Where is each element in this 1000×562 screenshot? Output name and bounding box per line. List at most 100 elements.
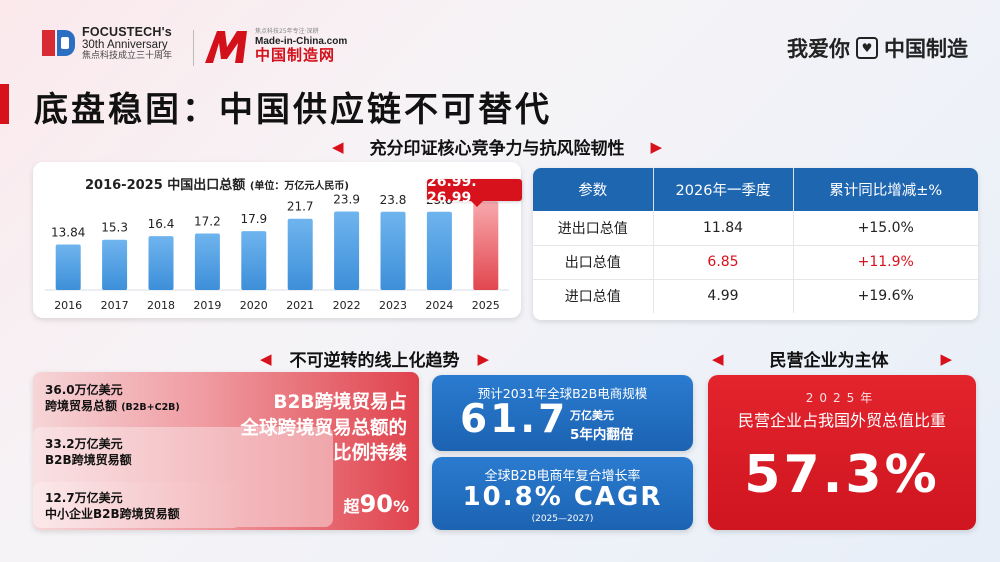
made-in-china-tagline: 焦点科技25年专注·深耕	[255, 27, 319, 35]
chart-bar-2019	[194, 233, 220, 290]
b2b-slogan-line3: 比例持续	[332, 443, 407, 465]
private-value: 57.3%	[744, 445, 940, 505]
chart-bar-2024	[426, 211, 452, 290]
chart-value-label-2021: 21.7	[287, 200, 314, 214]
table-cell-param: 出口总值	[533, 245, 654, 280]
chart-unit: (单位：万亿元人民币)	[249, 181, 349, 192]
table-cell-change: +19.6%	[857, 288, 914, 305]
table-cell-value: 4.99	[653, 279, 794, 313]
chart-tick-label-2020: 2020	[240, 299, 268, 312]
b2b-share-panel: 36.0万亿美元 跨境贸易总额 (B2B+C2B) 33.2万亿美元 B2B跨境…	[33, 372, 419, 530]
table-cell-param: 进口总值	[533, 279, 654, 313]
chart-bar-2020	[241, 231, 267, 290]
section-heading-top: ◀ 充分印证核心竞争力与抗风险韧性 ▶	[332, 134, 663, 160]
export-chart-card: 2016-2025 中国出口总额 (单位：万亿元人民币) 13.84 2016 15…	[33, 162, 521, 318]
chart-callout: 26.99. 26.99	[427, 174, 522, 207]
brand-slogan-right: 中国制造	[884, 37, 968, 61]
quarter-table: 参数 2026年一季度 累计同比增减±% 进出口总值 11.84 +15.0% …	[533, 168, 978, 313]
b2b-layer-sme	[33, 482, 241, 528]
triangle-left-icon: ◀	[712, 349, 724, 368]
private-share-card: 2025年 民营企业占我国外贸总值比重 57.3%	[708, 375, 976, 530]
chart-bar-2025	[473, 201, 499, 290]
chart-title-text: 2016-2025 中国出口总额	[85, 178, 246, 193]
focustech-anniversary: 30th Anniversary	[82, 39, 168, 52]
made-in-china-cn: 中国制造网	[255, 45, 336, 64]
forecast-label: 预计2031年全球B2B电商规模	[477, 386, 648, 401]
table-header-change: 累计同比增减±%	[793, 168, 978, 211]
triangle-right-icon: ▶	[650, 137, 663, 156]
title-accent-bar	[0, 84, 9, 124]
b2b-slogan-line1: B2B跨境贸易占	[273, 392, 407, 413]
brand-slogan: 我爱你 ♥ 中国制造	[787, 33, 968, 63]
made-in-china-mark-icon	[203, 27, 251, 65]
quarter-table-card: 参数 2026年一季度 累计同比增减±% 进出口总值 11.84 +15.0% …	[533, 168, 978, 320]
b2b-b2b-item: 33.2万亿美元 B2B跨境贸易额	[45, 436, 132, 468]
chart-tick-label-2022: 2022	[333, 299, 361, 312]
b2b-total-item: 36.0万亿美元 跨境贸易总额 (B2B+C2B)	[45, 382, 180, 415]
table-cell-value: 11.84	[653, 211, 794, 246]
chart-tick-label-2023: 2023	[379, 299, 407, 312]
chart-bar-2017	[102, 239, 128, 290]
chart-bar-2018	[148, 236, 174, 290]
chart-value-label-2023: 23.8	[380, 193, 407, 207]
chart-tick-label-2018: 2018	[147, 299, 175, 312]
chart-value-label-2020: 17.9	[240, 212, 267, 226]
b2b-sme-item: 12.7万亿美元 中小企业B2B跨境贸易额	[45, 490, 180, 522]
table-row: 进口总值 4.99 +19.6%	[533, 279, 978, 313]
triangle-left-icon: ◀	[332, 137, 344, 156]
forecast-value: 61.7	[460, 397, 569, 442]
cagr-range: (2025—2027)	[531, 514, 594, 524]
forecast-note: 5年内翻倍	[570, 427, 634, 443]
section-heading-top-text: 充分印证核心竞争力与抗风险韧性	[369, 139, 625, 159]
chart-bar-2023	[380, 211, 406, 290]
made-in-china-logo: 焦点科技25年专注·深耕 Made-in-China.com 中国制造网	[203, 27, 347, 65]
heart-icon: ♥	[856, 37, 878, 59]
b2b-total-label: 跨境贸易总额	[45, 399, 118, 414]
made-in-china-domain: Made-in-China.com	[255, 35, 348, 47]
forecast-card: 预计2031年全球B2B电商规模 61.7 万亿美元 5年内翻倍	[432, 375, 693, 451]
focustech-name: FOCUSTECH's	[82, 25, 172, 39]
chart-value-label-2018: 16.4	[148, 217, 175, 231]
focustech-logo: FOCUSTECH's 30th Anniversary 焦点科技成立三十周年	[42, 25, 172, 61]
brand-slogan-left: 我爱你	[787, 37, 850, 61]
focustech-mark-icon	[42, 26, 76, 60]
logo-divider	[193, 30, 194, 66]
chart-value-label-2016: 13.84	[51, 226, 85, 240]
table-cell-change: +15.0%	[793, 211, 978, 246]
b2b-percent-suffix: %	[392, 497, 409, 516]
b2b-b2b-label: B2B跨境贸易额	[45, 453, 132, 468]
section-heading-private-text: 民营企业为主体	[769, 351, 889, 371]
b2b-sme-label: 中小企业B2B跨境贸易额	[45, 507, 180, 522]
chart-bar-2016	[55, 244, 81, 290]
chart-tick-label-2021: 2021	[286, 299, 314, 312]
b2b-slogan: B2B跨境贸易占 全球跨境贸易总额的 比例持续	[240, 390, 407, 467]
cagr-value: 10.8% CAGR	[462, 482, 663, 512]
chart-value-label-2017: 15.3	[101, 221, 128, 235]
chart-tick-label-2019: 2019	[193, 299, 221, 312]
b2b-b2b-value: 33.2万亿美元	[45, 437, 123, 451]
table-row: 进出口总值 11.84 +15.0%	[533, 211, 978, 246]
chart-title: 2016-2025 中国出口总额 (单位：万亿元人民币)	[85, 174, 349, 193]
table-header-param: 参数	[533, 168, 654, 211]
chart-tick-label-2017: 2017	[101, 299, 129, 312]
table-cell-param: 进出口总值	[533, 211, 654, 246]
private-desc: 民营企业占我国外贸总值比重	[737, 411, 946, 430]
b2b-total-value: 36.0万亿美元	[45, 383, 123, 397]
b2b-total-note: (B2B+C2B)	[121, 402, 180, 414]
triangle-right-icon: ▶	[477, 349, 490, 368]
chart-value-label-2022: 23.9	[333, 192, 360, 206]
b2b-percent-prefix: 超	[343, 497, 360, 516]
chart-tick-label-2024: 2024	[425, 299, 453, 312]
section-heading-online-text: 不可逆转的线上化趋势	[289, 351, 460, 371]
cagr-label: 全球B2B电商年复合增长率	[484, 469, 641, 484]
table-header-quarter: 2026年一季度	[653, 168, 794, 211]
table-row: 出口总值 6.85 +11.9%	[533, 245, 978, 280]
private-year: 2025年	[805, 391, 879, 405]
section-heading-private: ◀ 民营企业为主体 ▶	[712, 346, 952, 372]
chart-bar-2022	[334, 211, 360, 290]
cagr-card: 全球B2B电商年复合增长率 10.8% CAGR (2025—2027)	[432, 457, 693, 530]
page-title: 底盘稳固：中国供应链不可替代	[34, 90, 552, 130]
forecast-unit: 万亿美元	[570, 409, 614, 422]
b2b-percent: 超90%	[344, 490, 409, 518]
b2b-sme-value: 12.7万亿美元	[45, 491, 123, 505]
